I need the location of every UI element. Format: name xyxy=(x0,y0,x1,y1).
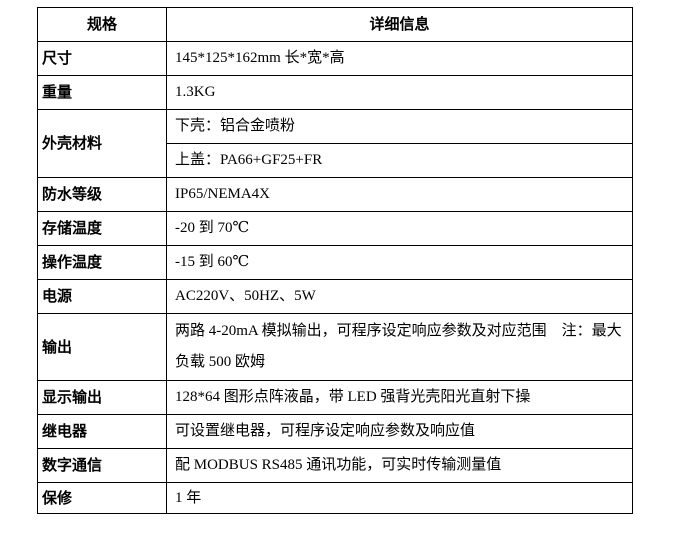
table-row: 显示输出 128*64 图形点阵液晶，带 LED 强背光壳阳光直射下操 xyxy=(37,380,633,415)
spec-table: 规格 详细信息 尺寸 145*125*162mm 长*宽*高 重量 1.3KG 外壳… xyxy=(37,7,633,514)
spec-value: 两路 4-20mA 模拟输出，可程序设定响应参数及对应范围 注：最大负载 500… xyxy=(166,313,633,381)
spec-key: 保修 xyxy=(37,482,167,514)
spec-value: 128*64 图形点阵液晶，带 LED 强背光壳阳光直射下操 xyxy=(166,380,633,415)
table-row: 外壳材料 下壳：铝合金喷粉 xyxy=(37,109,633,178)
spec-key: 显示输出 xyxy=(37,380,167,415)
table-row: 防水等级 IP65/NEMA4X xyxy=(37,177,633,212)
spec-value: 可设置继电器，可程序设定响应参数及响应值 xyxy=(166,414,633,449)
spec-key: 防水等级 xyxy=(37,177,167,212)
table-row: 数字通信配 MODBUS RS485 通讯功能，可实时传输测量值 xyxy=(37,448,633,483)
spec-key: 输出 xyxy=(37,313,167,381)
table-row: 电源 AC220V、50HZ、5W xyxy=(37,279,633,314)
spec-key: 外壳材料 xyxy=(37,109,167,178)
table-row: 重量 1.3KG xyxy=(37,75,633,110)
header-details: 详细信息 xyxy=(166,7,633,42)
spec-key: 数字通信 xyxy=(37,448,167,483)
spec-value: 下壳：铝合金喷粉 xyxy=(166,109,633,144)
table-row: 上盖：PA66+GF25+FR xyxy=(38,143,633,178)
spec-value: 145*125*162mm 长*宽*高 xyxy=(166,41,633,76)
table-header-row: 规格 详细信息 xyxy=(37,7,633,42)
spec-value: -20 到 70℃ xyxy=(166,211,633,246)
spec-key: 操作温度 xyxy=(37,245,167,280)
spec-value: 1 年 xyxy=(166,482,633,514)
spec-value: 1.3KG xyxy=(166,75,633,110)
spec-value: 配 MODBUS RS485 通讯功能，可实时传输测量值 xyxy=(166,448,633,483)
header-spec: 规格 xyxy=(37,7,167,42)
spec-key: 电源 xyxy=(37,279,167,314)
spec-value: 上盖：PA66+GF25+FR xyxy=(166,143,633,178)
table-row: 操作温度 -15 到 60℃ xyxy=(37,245,633,280)
spec-key: 重量 xyxy=(37,75,167,110)
spec-value: -15 到 60℃ xyxy=(166,245,633,280)
spec-key: 继电器 xyxy=(37,414,167,449)
table-row: 尺寸 145*125*162mm 长*宽*高 xyxy=(37,41,633,76)
table-row: 保修 1 年 xyxy=(37,482,633,514)
table-row: 继电器 可设置继电器，可程序设定响应参数及响应值 xyxy=(37,414,633,449)
spec-value: IP65/NEMA4X xyxy=(166,177,633,212)
spec-key: 存储温度 xyxy=(37,211,167,246)
spec-key: 尺寸 xyxy=(37,41,167,76)
table-row: 输出 两路 4-20mA 模拟输出，可程序设定响应参数及对应范围 注：最大负载 5… xyxy=(37,313,633,381)
table-row: 存储温度 -20 到 70℃ xyxy=(37,211,633,246)
spec-value: AC220V、50HZ、5W xyxy=(166,279,633,314)
